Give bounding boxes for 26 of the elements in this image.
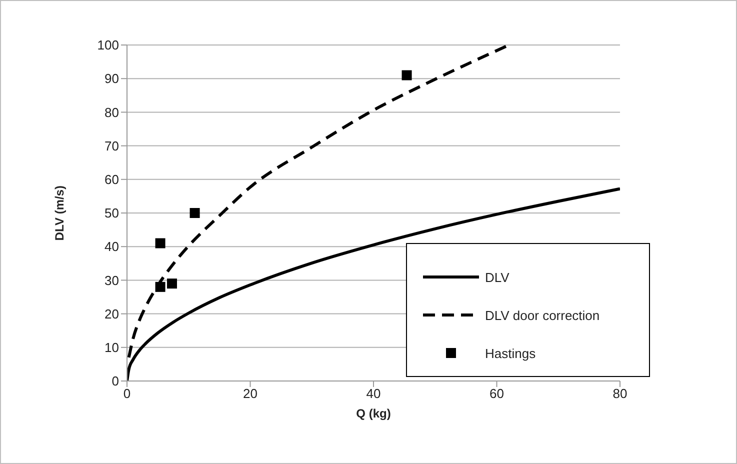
x-tick-label: 80 bbox=[612, 386, 628, 402]
x-tick-label: 20 bbox=[243, 386, 258, 402]
y-tick-label: 50 bbox=[104, 206, 119, 221]
y-axis-title: DLV (m/s) bbox=[52, 185, 66, 241]
point bbox=[190, 208, 200, 218]
legend-label: DLV bbox=[485, 270, 510, 284]
x-axis-title: Q (kg) bbox=[356, 406, 391, 421]
x-tick-label: 40 bbox=[366, 386, 381, 402]
point bbox=[402, 70, 412, 80]
y-tick-label: 60 bbox=[104, 172, 119, 188]
y-tick-label: 30 bbox=[104, 272, 119, 288]
legend-label: Hastings bbox=[485, 346, 536, 360]
point bbox=[166, 278, 177, 289]
y-tick-label: 20 bbox=[104, 306, 119, 322]
point bbox=[155, 238, 166, 248]
y-tick-label: 90 bbox=[104, 71, 119, 86]
point bbox=[155, 282, 166, 292]
y-tick-label: 40 bbox=[104, 239, 119, 254]
y-tick-label: 100 bbox=[97, 38, 119, 53]
y-tick-label: 80 bbox=[104, 104, 119, 120]
x-tick-label: 0 bbox=[123, 386, 131, 402]
y-tick-label: 0 bbox=[112, 374, 119, 389]
y-tick-label: 10 bbox=[104, 340, 119, 356]
x-tick-label: 60 bbox=[490, 386, 504, 402]
legend-label: DLV door correction bbox=[485, 308, 600, 322]
y-tick-label: 70 bbox=[104, 138, 119, 154]
